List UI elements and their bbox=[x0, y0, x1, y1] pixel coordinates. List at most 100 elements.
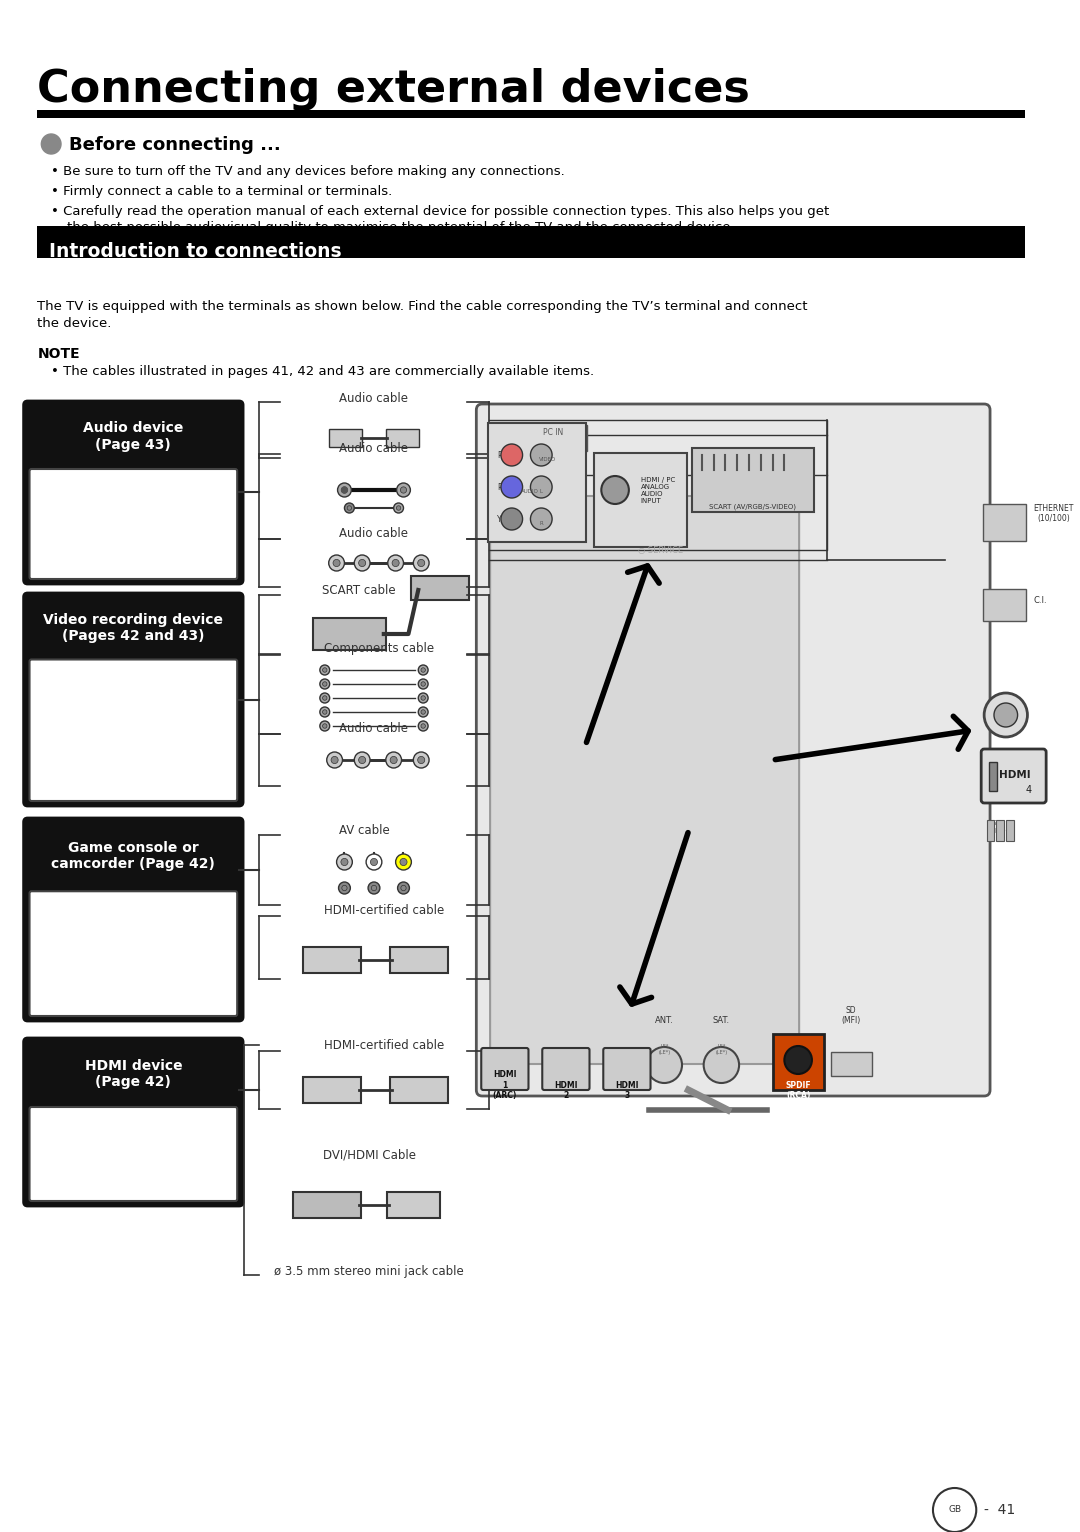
Circle shape bbox=[341, 487, 348, 493]
FancyBboxPatch shape bbox=[476, 404, 990, 1095]
FancyBboxPatch shape bbox=[24, 593, 243, 806]
Circle shape bbox=[414, 752, 429, 768]
Circle shape bbox=[337, 853, 352, 870]
Text: GB: GB bbox=[948, 1506, 961, 1515]
Text: VIDEO: VIDEO bbox=[539, 457, 556, 463]
Circle shape bbox=[323, 696, 327, 700]
Text: C.I.: C.I. bbox=[1034, 596, 1047, 605]
FancyBboxPatch shape bbox=[303, 947, 361, 973]
Text: PC IN: PC IN bbox=[543, 427, 563, 437]
Bar bbox=[38, 227, 1026, 257]
Circle shape bbox=[327, 752, 342, 768]
Circle shape bbox=[392, 559, 400, 567]
Circle shape bbox=[338, 483, 351, 496]
Circle shape bbox=[395, 853, 411, 870]
Text: • Carefully read the operation manual of each external device for possible conne: • Carefully read the operation manual of… bbox=[51, 205, 829, 218]
Circle shape bbox=[345, 502, 354, 513]
FancyBboxPatch shape bbox=[328, 429, 362, 447]
FancyBboxPatch shape bbox=[29, 469, 238, 579]
Text: Connecting external devices: Connecting external devices bbox=[38, 67, 751, 110]
FancyBboxPatch shape bbox=[29, 1108, 238, 1201]
FancyBboxPatch shape bbox=[24, 401, 243, 584]
Circle shape bbox=[396, 506, 401, 510]
Text: ETHERNET
(10/100): ETHERNET (10/100) bbox=[1034, 504, 1074, 522]
FancyBboxPatch shape bbox=[488, 423, 585, 542]
Circle shape bbox=[418, 679, 428, 689]
Text: 4: 4 bbox=[1026, 784, 1031, 795]
Text: Audio device
(Page 43): Audio device (Page 43) bbox=[83, 421, 184, 452]
Text: Audio cable: Audio cable bbox=[339, 443, 408, 455]
Text: the best possible audiovisual quality to maximise the potential of the TV and th: the best possible audiovisual quality to… bbox=[67, 221, 734, 234]
Circle shape bbox=[501, 444, 523, 466]
Text: SCART cable: SCART cable bbox=[323, 584, 396, 597]
Text: SPDIF
(RCA): SPDIF (RCA) bbox=[785, 1080, 811, 1100]
Circle shape bbox=[341, 885, 347, 890]
Text: Introduction to connections: Introduction to connections bbox=[50, 242, 342, 260]
FancyBboxPatch shape bbox=[24, 818, 243, 1020]
FancyBboxPatch shape bbox=[1007, 820, 1014, 841]
Text: Audio cable: Audio cable bbox=[339, 527, 408, 539]
FancyBboxPatch shape bbox=[987, 820, 995, 841]
FancyBboxPatch shape bbox=[313, 617, 386, 650]
Circle shape bbox=[401, 487, 406, 493]
Circle shape bbox=[359, 757, 366, 763]
FancyBboxPatch shape bbox=[982, 749, 1047, 803]
FancyBboxPatch shape bbox=[831, 1052, 872, 1075]
Circle shape bbox=[386, 752, 402, 768]
Circle shape bbox=[320, 692, 329, 703]
Circle shape bbox=[418, 559, 424, 567]
Circle shape bbox=[530, 509, 552, 530]
Circle shape bbox=[370, 858, 378, 866]
Text: Video recording device
(Pages 42 and 43): Video recording device (Pages 42 and 43) bbox=[43, 613, 224, 643]
Text: Pb: Pb bbox=[497, 483, 507, 492]
Text: ø 3.5 mm stereo mini jack cable: ø 3.5 mm stereo mini jack cable bbox=[274, 1265, 464, 1278]
FancyBboxPatch shape bbox=[604, 1048, 650, 1089]
Circle shape bbox=[323, 723, 327, 728]
Circle shape bbox=[421, 723, 426, 728]
FancyBboxPatch shape bbox=[303, 1077, 361, 1103]
FancyBboxPatch shape bbox=[387, 1192, 440, 1218]
Circle shape bbox=[41, 133, 60, 155]
Text: The TV is equipped with the terminals as shown below. Find the cable correspondi: The TV is equipped with the terminals as… bbox=[38, 300, 808, 313]
FancyBboxPatch shape bbox=[988, 761, 998, 791]
Circle shape bbox=[418, 665, 428, 676]
Circle shape bbox=[320, 722, 329, 731]
Circle shape bbox=[366, 853, 382, 870]
Text: L: L bbox=[539, 489, 542, 493]
FancyBboxPatch shape bbox=[983, 504, 1026, 541]
Circle shape bbox=[602, 476, 629, 504]
Text: LE*
(LE*): LE* (LE*) bbox=[658, 1045, 671, 1056]
Circle shape bbox=[390, 757, 397, 763]
FancyBboxPatch shape bbox=[490, 496, 799, 1065]
FancyBboxPatch shape bbox=[542, 1048, 590, 1089]
FancyBboxPatch shape bbox=[692, 447, 814, 512]
Text: R: R bbox=[539, 521, 543, 525]
Circle shape bbox=[421, 696, 426, 700]
Text: ANT.: ANT. bbox=[654, 1016, 674, 1025]
FancyBboxPatch shape bbox=[386, 429, 419, 447]
Text: • Firmly connect a cable to a terminal or terminals.: • Firmly connect a cable to a terminal o… bbox=[51, 185, 392, 198]
Text: -  41: - 41 bbox=[984, 1503, 1015, 1517]
Circle shape bbox=[501, 509, 523, 530]
Circle shape bbox=[372, 885, 377, 890]
Circle shape bbox=[421, 682, 426, 686]
Text: SCART (AV/RGB/S-VIDEO): SCART (AV/RGB/S-VIDEO) bbox=[710, 504, 796, 510]
Circle shape bbox=[501, 476, 523, 498]
Circle shape bbox=[320, 706, 329, 717]
Circle shape bbox=[418, 757, 424, 763]
Circle shape bbox=[323, 682, 327, 686]
FancyBboxPatch shape bbox=[772, 1034, 824, 1089]
FancyBboxPatch shape bbox=[390, 1077, 448, 1103]
Circle shape bbox=[994, 703, 1017, 728]
Text: ○ SERVICE: ○ SERVICE bbox=[637, 545, 683, 555]
Text: • Be sure to turn off the TV and any devices before making any connections.: • Be sure to turn off the TV and any dev… bbox=[51, 165, 565, 178]
Circle shape bbox=[347, 506, 352, 510]
Circle shape bbox=[401, 885, 406, 890]
FancyBboxPatch shape bbox=[482, 1048, 528, 1089]
Circle shape bbox=[323, 668, 327, 673]
Circle shape bbox=[530, 444, 552, 466]
Text: Audio cable: Audio cable bbox=[339, 392, 408, 404]
Circle shape bbox=[359, 559, 366, 567]
Circle shape bbox=[530, 476, 552, 498]
Text: HDMI / PC
ANALOG
AUDIO
INPUT: HDMI / PC ANALOG AUDIO INPUT bbox=[640, 476, 675, 504]
